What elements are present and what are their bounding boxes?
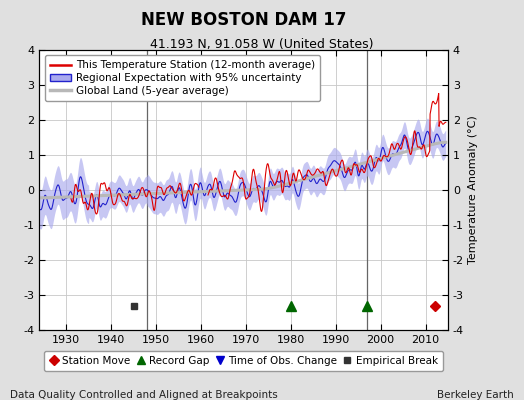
Text: 41.193 N, 91.058 W (United States): 41.193 N, 91.058 W (United States)	[150, 38, 374, 51]
Legend: Station Move, Record Gap, Time of Obs. Change, Empirical Break: Station Move, Record Gap, Time of Obs. C…	[44, 350, 443, 371]
Y-axis label: Temperature Anomaly (°C): Temperature Anomaly (°C)	[468, 116, 478, 264]
Text: Berkeley Earth: Berkeley Earth	[437, 390, 514, 400]
Text: Data Quality Controlled and Aligned at Breakpoints: Data Quality Controlled and Aligned at B…	[10, 390, 278, 400]
Title: NEW BOSTON DAM 17: NEW BOSTON DAM 17	[141, 11, 346, 29]
